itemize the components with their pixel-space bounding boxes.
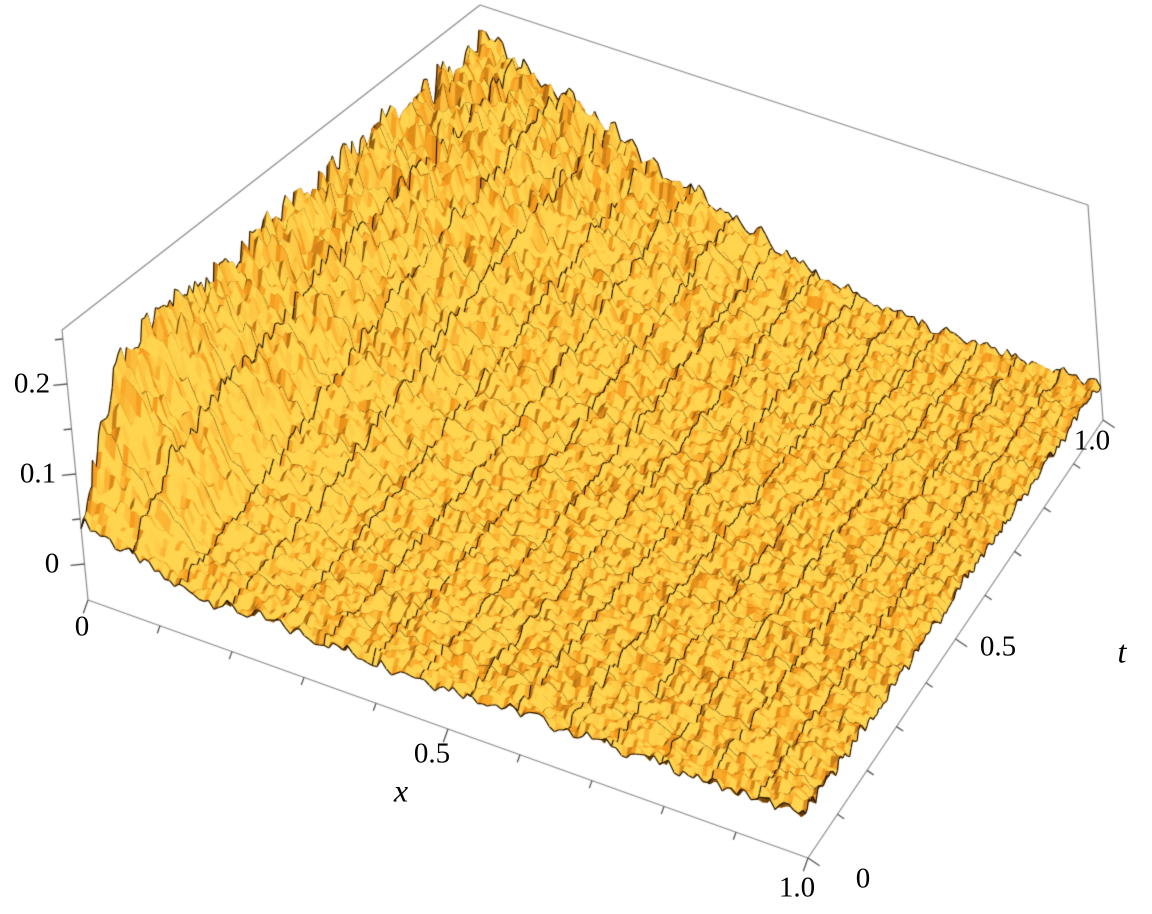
x-tick-label-2: 1.0 — [778, 871, 816, 904]
x-axis-title: x — [393, 772, 409, 809]
z-tick-label-2: 0.2 — [13, 367, 51, 400]
x-tick-label-0: 0 — [74, 610, 90, 643]
t-tick-label-1: 0.5 — [979, 630, 1017, 663]
x-tick-label-1: 0.5 — [413, 737, 451, 770]
z-tick-label-0: 0 — [44, 547, 60, 580]
t-tick-label-2: 1.0 — [1073, 424, 1111, 457]
t-tick-label-0: 0 — [855, 862, 871, 895]
z-tick-label-1: 0.1 — [19, 457, 57, 490]
t-axis-title: t — [1117, 633, 1127, 670]
